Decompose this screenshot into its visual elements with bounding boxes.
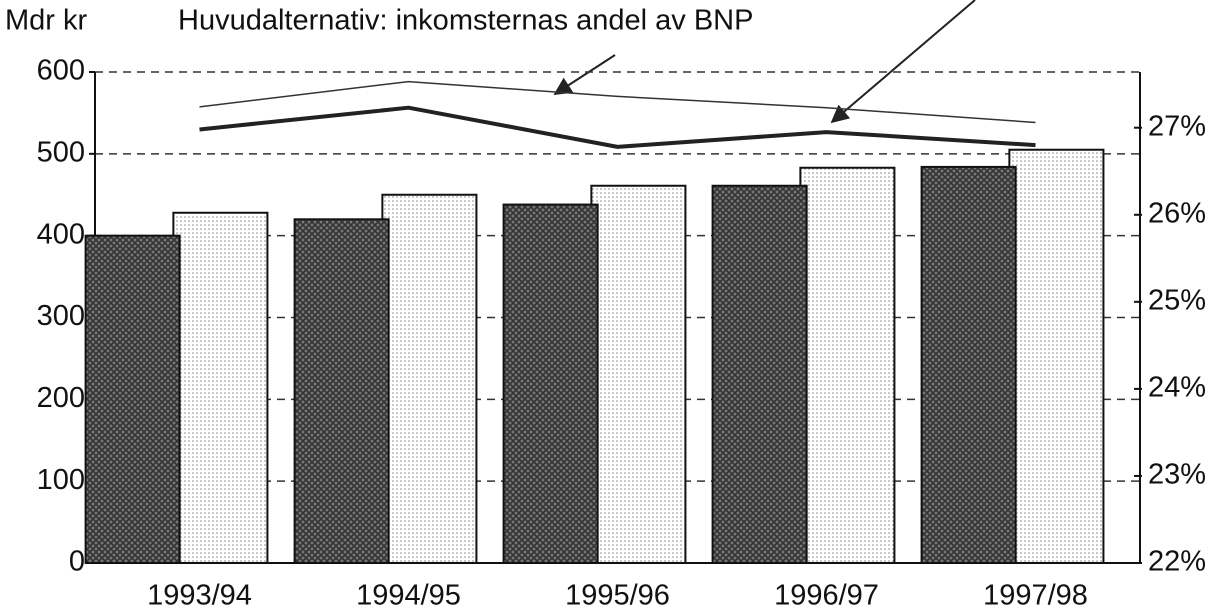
x-tick-label: 1997/98 [983,580,1088,612]
arrow [830,0,976,124]
y-tick-label: 200 [37,382,85,414]
y-tick-label: 500 [37,136,85,168]
bar [293,218,390,565]
y-tick-label: 300 [37,300,85,332]
bar [1008,148,1105,564]
y2-tick-label: 27% [1148,110,1206,142]
x-tick-label: 1994/95 [356,580,461,612]
y-tick-label: 100 [37,464,85,496]
bar [920,165,1017,564]
y-tick-label: 400 [37,218,85,250]
line [199,80,1036,124]
bar [799,166,896,564]
line [199,105,1036,149]
y2-tick-label: 26% [1148,197,1206,229]
y-axis-label: Mdr kr [5,5,88,37]
x-tick-label: 1995/96 [565,580,670,612]
bar [381,193,478,564]
bar [590,184,687,565]
bar [502,203,599,564]
y2-tick-label: 22% [1148,546,1206,578]
x-tick-label: 1993/94 [147,580,252,612]
annotation: Huvudalternativ: inkomsternas andel av B… [178,5,753,37]
bar [172,211,269,564]
y-tick-label: 0 [69,546,85,578]
x-tick-label: 1996/97 [774,580,879,612]
bar [84,234,181,565]
y2-tick-label: 23% [1148,459,1206,491]
y2-tick-label: 25% [1148,284,1206,316]
y-tick-label: 600 [37,55,85,87]
y2-tick-label: 24% [1148,372,1206,404]
bar [711,184,808,565]
arrow [553,54,616,95]
